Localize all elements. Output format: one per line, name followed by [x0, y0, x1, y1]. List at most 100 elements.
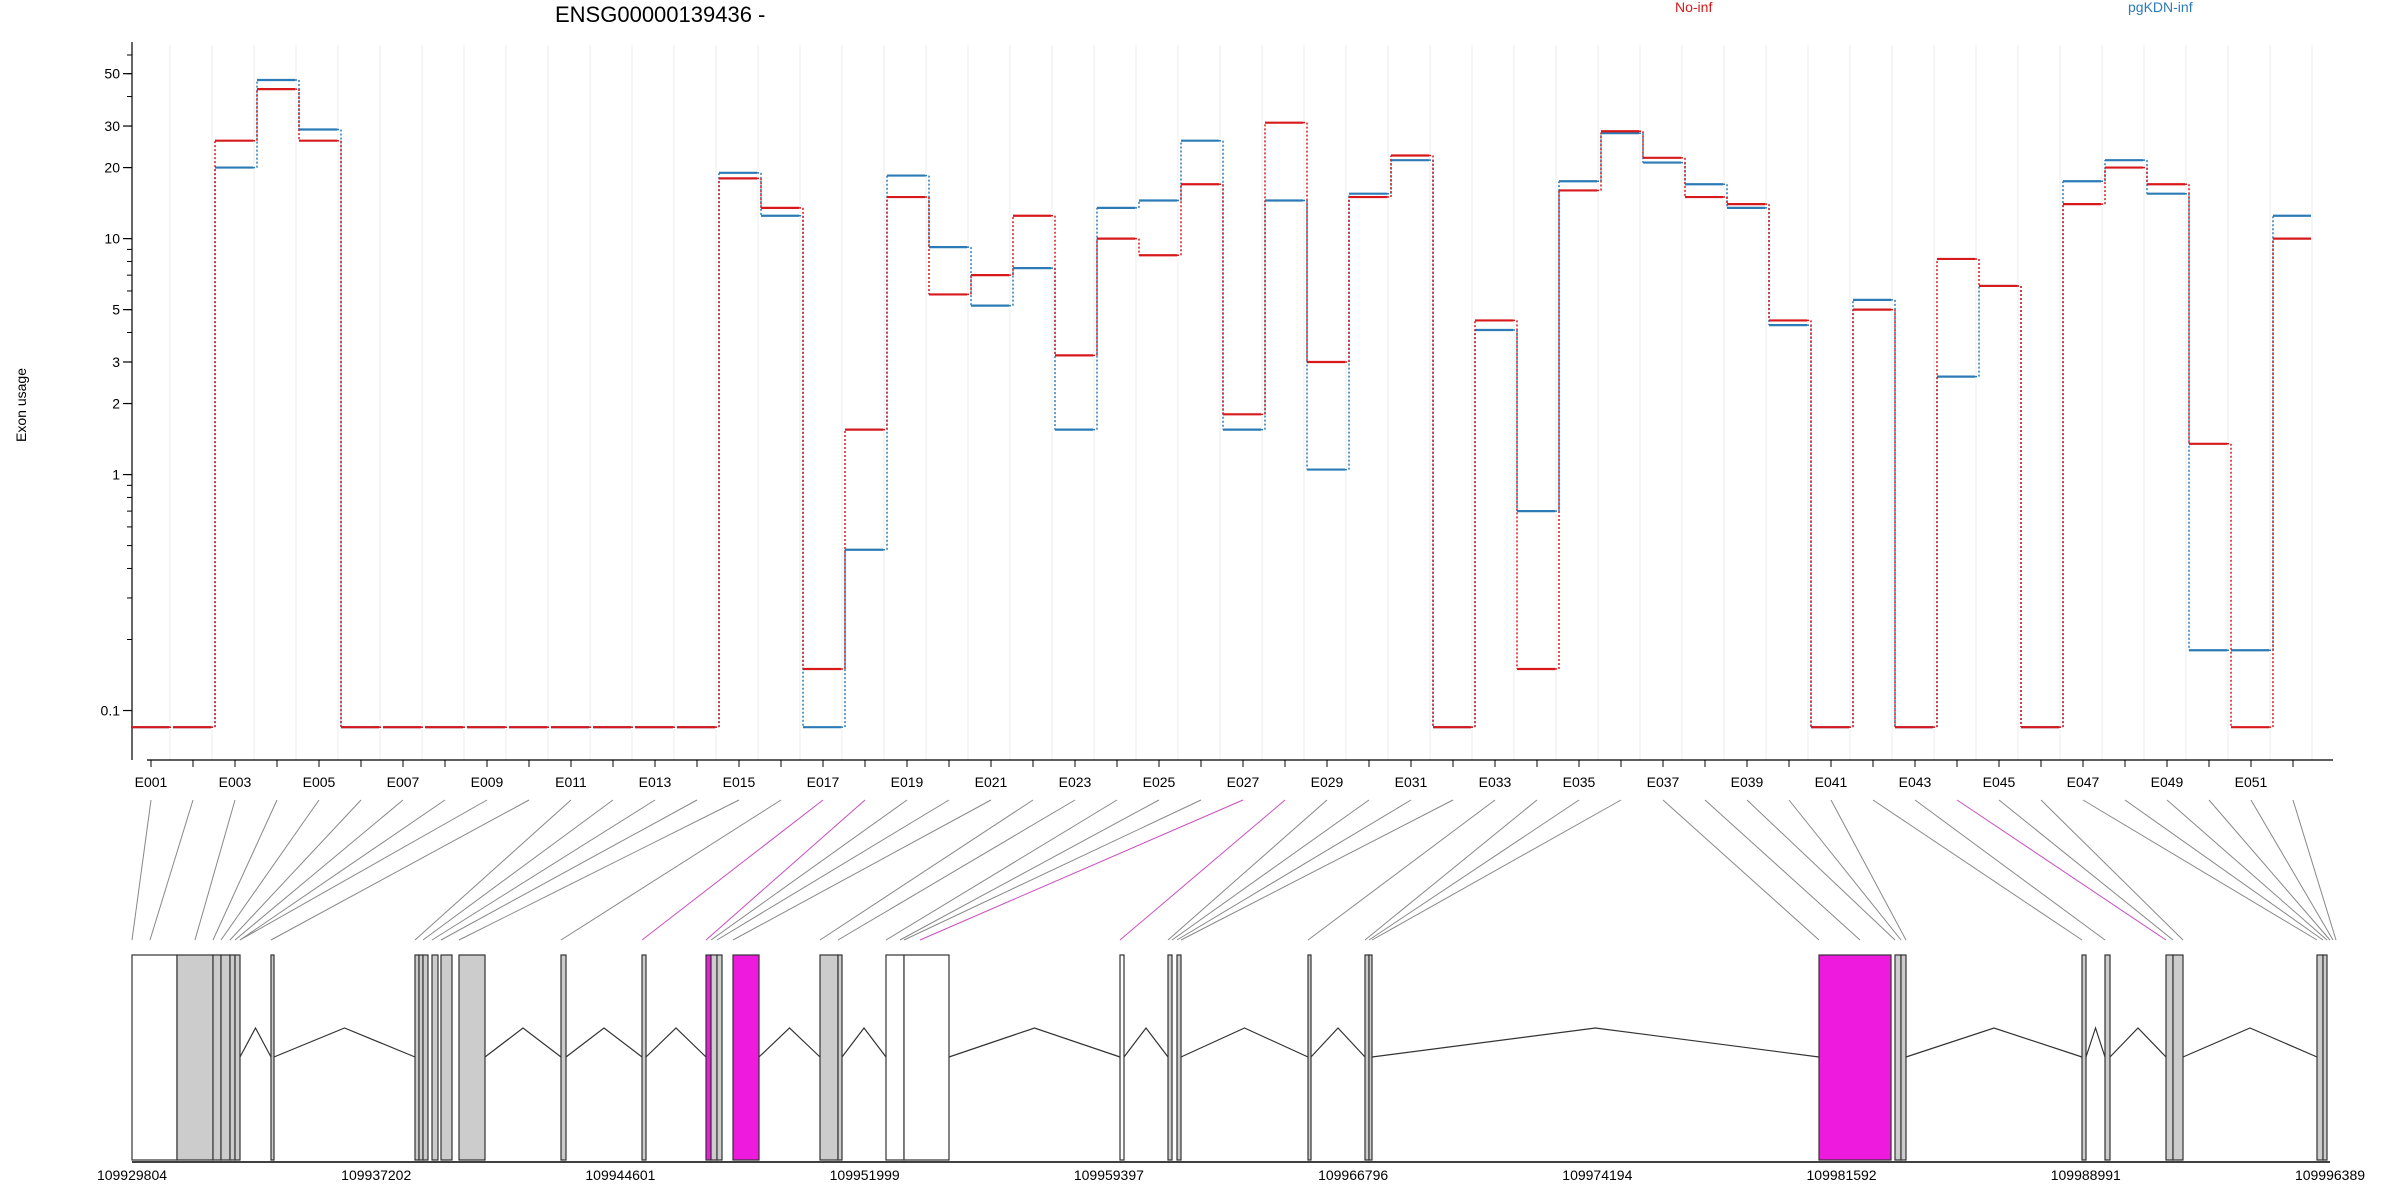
exon-box [458, 954, 486, 1161]
intron-line [1371, 1027, 1820, 1058]
exon-box [903, 954, 950, 1161]
series-step [1009, 268, 1014, 307]
series-step [2101, 167, 2106, 205]
series-step [1093, 207, 1098, 431]
series-step [1177, 140, 1182, 202]
series-step [1723, 183, 1728, 208]
series-step [1555, 181, 1560, 512]
exon-box [229, 954, 236, 1161]
exon-box [131, 954, 178, 1161]
y-tick-label: 20 [104, 160, 120, 176]
exon-box [885, 954, 905, 1161]
exon-connector [1176, 799, 1412, 941]
series-step [295, 88, 300, 141]
y-tick-label: 5 [112, 302, 120, 318]
exon-box [1176, 954, 1182, 1161]
exon-connector [1662, 799, 1820, 941]
exon-connector [220, 799, 320, 941]
x-tick-label: E021 [975, 774, 1008, 790]
series-step [841, 429, 846, 670]
series-step [757, 177, 762, 208]
gene-model [131, 954, 2328, 1161]
x-tick-label: E017 [807, 774, 840, 790]
exon-connector [229, 799, 362, 941]
series-step [2185, 183, 2190, 444]
series-step [1135, 237, 1140, 256]
series-step [1975, 258, 1980, 286]
series-step [253, 89, 258, 142]
x-tick-label: E051 [2235, 774, 2268, 790]
series-step [1765, 203, 1770, 321]
exon-connector [1788, 799, 1902, 941]
exon-box [2081, 954, 2087, 1161]
series-step [1219, 183, 1224, 415]
chart-title: ENSG00000139436 - [555, 2, 765, 27]
series-step [1555, 190, 1560, 670]
intron-line [565, 1027, 643, 1058]
series-step [1303, 121, 1308, 362]
series-step [1345, 197, 1350, 363]
series-step [2101, 160, 2106, 183]
exon-box [422, 954, 429, 1161]
series-step [211, 140, 216, 728]
exon-connector [1956, 799, 2167, 941]
y-tick-label: 50 [104, 66, 120, 82]
x-tick-label: E031 [1395, 774, 1428, 790]
exon-connector [2166, 799, 2328, 941]
y-tick-label: 3 [112, 354, 120, 370]
genomic-coordinate-axis: 109929804 109937202 109944601 109951999 1099… [97, 1161, 2365, 1183]
exon-box [2104, 954, 2111, 1161]
exon-connector [885, 799, 1118, 941]
exon-connector-lines [131, 799, 2337, 941]
exon-connector [239, 799, 446, 941]
x-tick-label: E007 [387, 774, 420, 790]
coordinate-label: 109959397 [1074, 1167, 1144, 1183]
x-tick-label: E001 [135, 774, 168, 790]
exon-connector [239, 799, 488, 941]
intron-line [239, 1026, 272, 1058]
y-tick-label: 30 [104, 118, 120, 134]
exon-connector [1307, 799, 1496, 941]
x-tick-label: E019 [891, 774, 924, 790]
exon-connector [2040, 799, 2184, 941]
series-step [1723, 196, 1728, 205]
intron-line [1123, 1027, 1169, 1058]
x-tick-label: E049 [2151, 774, 2184, 790]
exon-box [2172, 954, 2184, 1161]
series-step [1303, 199, 1308, 470]
x-tick-label: E025 [1143, 774, 1176, 790]
exon-connector [1914, 799, 2106, 941]
series-step [883, 197, 888, 431]
x-tick-label: E043 [1899, 774, 1932, 790]
exon-box [1307, 954, 1312, 1161]
exon-box [819, 954, 839, 1161]
exon-connector [1119, 799, 1286, 941]
exon-connector [1830, 799, 1907, 941]
coordinate-label: 109937202 [341, 1167, 411, 1183]
exon-box [560, 954, 567, 1161]
series-step [925, 174, 930, 248]
exon-box [1900, 954, 1907, 1161]
exon-box [2322, 954, 2328, 1161]
exon-connector [819, 799, 1034, 941]
series-step [2143, 166, 2148, 185]
series-step [2143, 159, 2148, 194]
exon-connector [1998, 799, 2174, 941]
series-step [1681, 157, 1686, 198]
exon-connector [414, 799, 572, 941]
series-step [295, 79, 300, 130]
exon-connector [2124, 799, 2324, 941]
x-tick-label: E009 [471, 774, 504, 790]
exon-connector [270, 799, 530, 941]
intron-line [645, 1027, 707, 1058]
exon-connector [1171, 799, 1370, 941]
exon-box [1119, 954, 1125, 1161]
legend-no-inf: No-inf [1675, 0, 1712, 15]
series-step [1597, 131, 1602, 192]
y-tick-label: 10 [104, 231, 120, 247]
intron-line [1310, 1027, 1366, 1058]
exon-connector [732, 799, 992, 941]
exon-connector [2292, 799, 2337, 941]
series-step [2017, 285, 2022, 728]
exon-box [440, 954, 453, 1161]
